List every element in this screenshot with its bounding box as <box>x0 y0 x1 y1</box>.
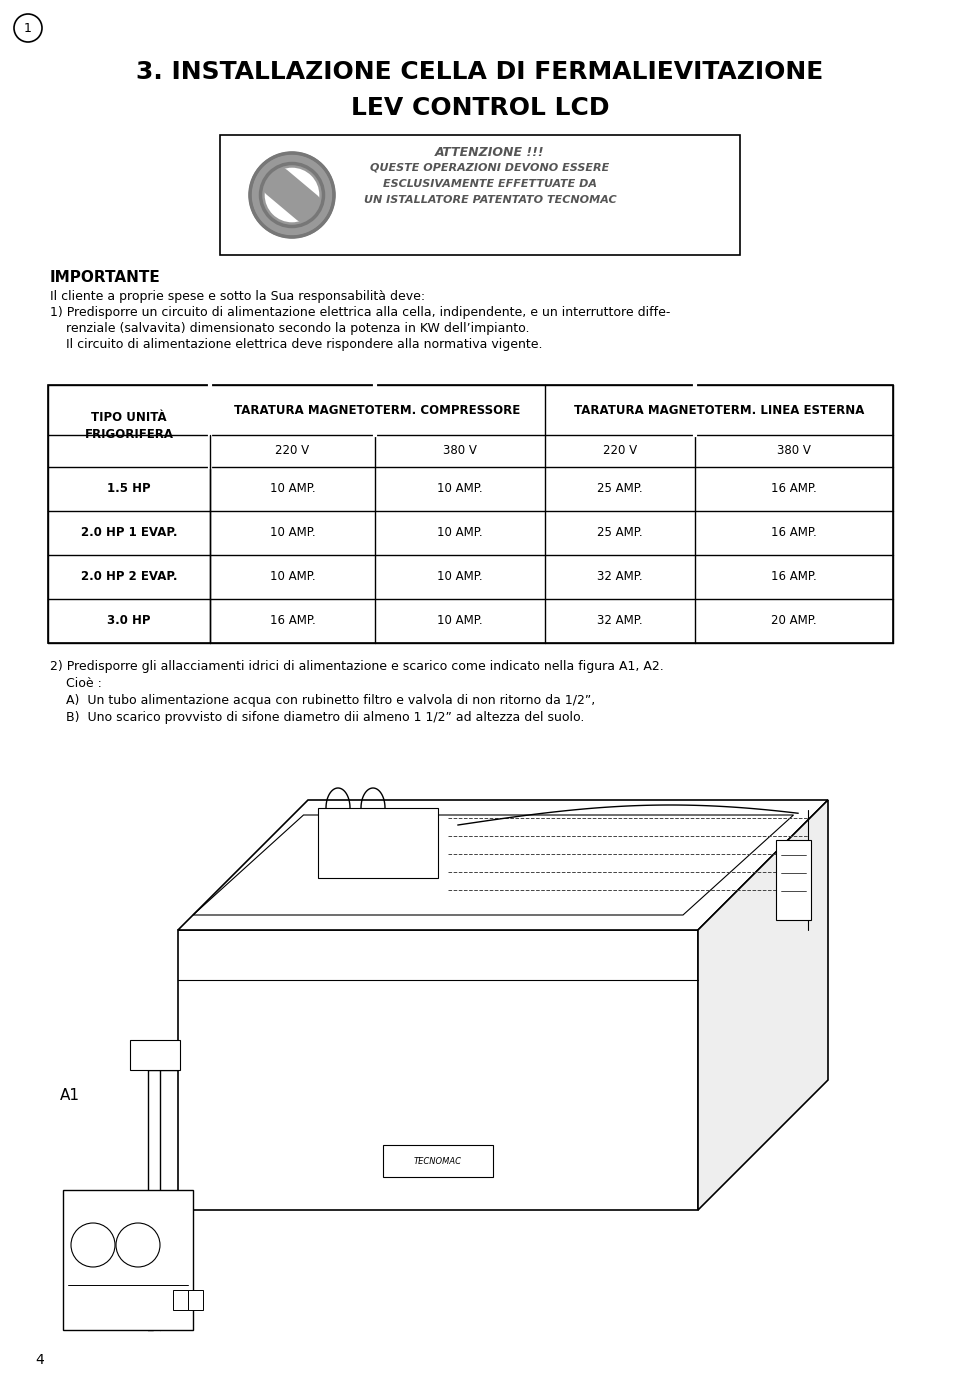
Text: 10 AMP.: 10 AMP. <box>437 615 483 627</box>
Text: A1: A1 <box>60 1088 80 1102</box>
Text: 10 AMP.: 10 AMP. <box>437 527 483 539</box>
Text: 10 AMP.: 10 AMP. <box>270 483 315 495</box>
Text: QUESTE OPERAZIONI DEVONO ESSERE: QUESTE OPERAZIONI DEVONO ESSERE <box>371 163 610 172</box>
Text: TIPO UNITÀ
FRIGORIFERA: TIPO UNITÀ FRIGORIFERA <box>84 411 174 441</box>
Text: 1) Predisporre un circuito di alimentazione elettrica alla cella, indipendente, : 1) Predisporre un circuito di alimentazi… <box>50 306 670 319</box>
Bar <box>130 1040 180 1070</box>
Bar <box>173 1289 188 1310</box>
Text: 25 AMP.: 25 AMP. <box>597 527 643 539</box>
Polygon shape <box>318 808 438 878</box>
Text: 20 AMP.: 20 AMP. <box>771 615 817 627</box>
Text: 2.0 HP 2 EVAP.: 2.0 HP 2 EVAP. <box>81 571 178 583</box>
Circle shape <box>265 168 320 222</box>
Text: 1: 1 <box>24 22 32 34</box>
Text: TARATURA MAGNETOTERM. COMPRESSORE: TARATURA MAGNETOTERM. COMPRESSORE <box>234 404 520 416</box>
Text: 10 AMP.: 10 AMP. <box>437 571 483 583</box>
Text: 1.5 HP: 1.5 HP <box>108 483 151 495</box>
Text: IMPORTANTE: IMPORTANTE <box>50 270 160 285</box>
Text: 220 V: 220 V <box>276 444 309 458</box>
Text: ESCLUSIVAMENTE EFFETTUATE DA: ESCLUSIVAMENTE EFFETTUATE DA <box>383 179 597 189</box>
Text: 10 AMP.: 10 AMP. <box>270 571 315 583</box>
Circle shape <box>250 153 334 237</box>
Text: 10 AMP.: 10 AMP. <box>437 483 483 495</box>
Text: 220 V: 220 V <box>603 444 637 458</box>
Bar <box>63 1190 193 1329</box>
Text: 10 AMP.: 10 AMP. <box>270 527 315 539</box>
Text: B)  Uno scarico provvisto di sifone diametro dii almeno 1 1/2” ad altezza del su: B) Uno scarico provvisto di sifone diame… <box>66 712 585 724</box>
Text: 16 AMP.: 16 AMP. <box>270 615 316 627</box>
Polygon shape <box>698 800 828 1209</box>
Text: 2.0 HP 1 EVAP.: 2.0 HP 1 EVAP. <box>81 527 178 539</box>
Text: A)  Un tubo alimentazione acqua con rubinetto filtro e valvola di non ritorno da: A) Un tubo alimentazione acqua con rubin… <box>66 694 595 707</box>
Text: 2) Predisporre gli allacciamenti idrici di alimentazione e scarico come indicato: 2) Predisporre gli allacciamenti idrici … <box>50 661 663 673</box>
Text: LEV CONTROL LCD: LEV CONTROL LCD <box>350 97 610 120</box>
Text: 380 V: 380 V <box>777 444 811 458</box>
Text: 4: 4 <box>36 1353 44 1367</box>
Text: 16 AMP.: 16 AMP. <box>771 483 817 495</box>
Text: renziale (salvavita) dimensionato secondo la potenza in KW dell’impianto.: renziale (salvavita) dimensionato second… <box>50 323 530 335</box>
Text: Il cliente a proprie spese e sotto la Sua responsabilità deve:: Il cliente a proprie spese e sotto la Su… <box>50 290 425 303</box>
Text: 32 AMP.: 32 AMP. <box>597 571 643 583</box>
Polygon shape <box>776 840 811 920</box>
Text: ATTENZIONE !!!: ATTENZIONE !!! <box>435 146 545 159</box>
Text: 32 AMP.: 32 AMP. <box>597 615 643 627</box>
Text: TARATURA MAGNETOTERM. LINEA ESTERNA: TARATURA MAGNETOTERM. LINEA ESTERNA <box>574 404 864 416</box>
Text: 380 V: 380 V <box>444 444 477 458</box>
Text: TECNOMAC: TECNOMAC <box>414 1157 462 1165</box>
Bar <box>178 929 698 1209</box>
Text: 16 AMP.: 16 AMP. <box>771 527 817 539</box>
Circle shape <box>260 164 324 226</box>
Text: 3.0 HP: 3.0 HP <box>108 615 151 627</box>
Text: 16 AMP.: 16 AMP. <box>771 571 817 583</box>
Text: 25 AMP.: 25 AMP. <box>597 483 643 495</box>
Text: Il circuito di alimentazione elettrica deve rispondere alla normativa vigente.: Il circuito di alimentazione elettrica d… <box>50 338 542 352</box>
Polygon shape <box>178 800 828 929</box>
Bar <box>48 385 893 643</box>
Bar <box>188 1289 203 1310</box>
Bar <box>220 135 740 255</box>
Bar <box>383 1145 493 1178</box>
Text: UN ISTALLATORE PATENTATO TECNOMAC: UN ISTALLATORE PATENTATO TECNOMAC <box>364 194 616 205</box>
Text: Cioè :: Cioè : <box>50 677 102 690</box>
Text: 3. INSTALLAZIONE CELLA DI FERMALIEVITAZIONE: 3. INSTALLAZIONE CELLA DI FERMALIEVITAZI… <box>136 61 824 84</box>
